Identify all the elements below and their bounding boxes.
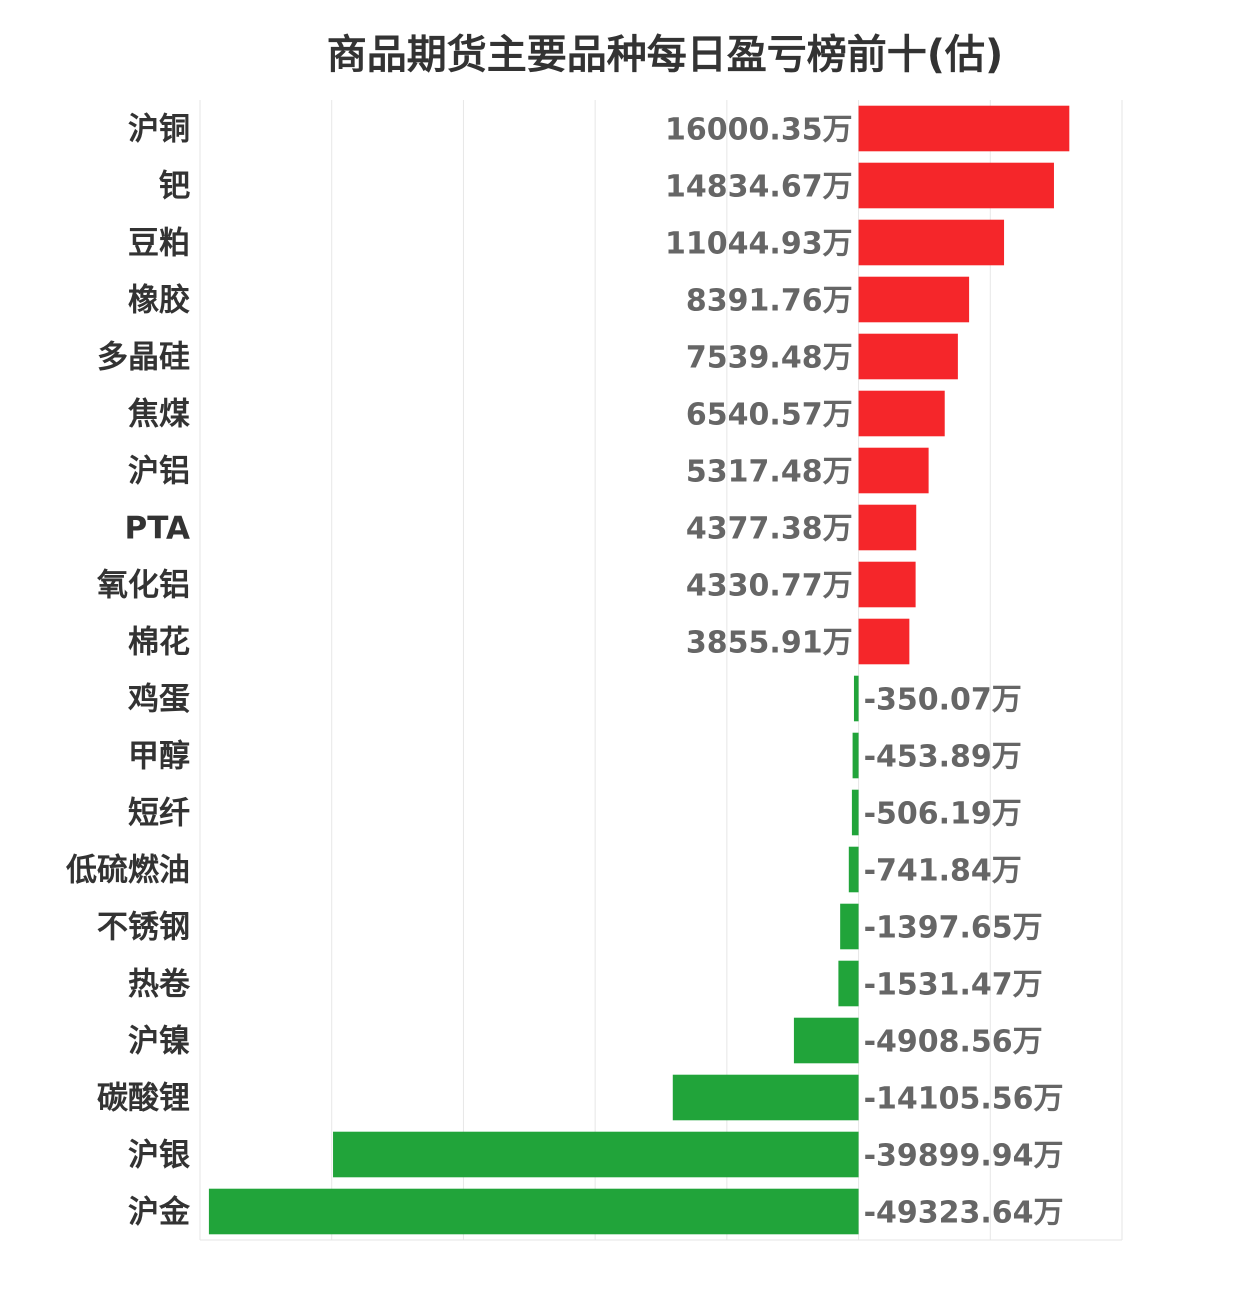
category-label: 热卷 (128, 967, 191, 1003)
category-label: 氧化铝 (97, 568, 190, 604)
bar-15 (838, 960, 859, 1007)
bar-9 (858, 618, 910, 665)
bar-5 (858, 390, 945, 437)
bar-3 (858, 276, 970, 323)
category-label: 沪金 (128, 1195, 191, 1231)
bar-18 (333, 1131, 859, 1178)
bar-17 (672, 1074, 859, 1121)
value-label: -4908.56万 (864, 1025, 1043, 1060)
category-label: 焦煤 (128, 397, 190, 433)
bar-16 (793, 1017, 859, 1064)
value-label: 11044.93万 (665, 227, 853, 262)
value-label: -14105.56万 (864, 1082, 1064, 1117)
category-label: 沪铝 (128, 454, 190, 490)
value-label: -39899.94万 (864, 1139, 1064, 1174)
bar-14 (840, 903, 859, 950)
category-label: PTA (125, 511, 190, 547)
value-label: 8391.76万 (686, 284, 853, 319)
bar-7 (858, 504, 917, 551)
category-label: 不锈钢 (97, 910, 190, 946)
category-label: 甲醇 (128, 739, 190, 775)
chart-title: 商品期货主要品种每日盈亏榜前十(估) (326, 32, 1004, 78)
value-label: -49323.64万 (864, 1196, 1064, 1231)
bar-8 (858, 561, 916, 608)
gridlines (199, 100, 1123, 1241)
bar-1 (858, 162, 1054, 209)
value-label: 4330.77万 (686, 569, 853, 604)
value-label: -506.19万 (864, 797, 1022, 832)
value-label: -453.89万 (864, 740, 1022, 775)
category-label: 多晶硅 (97, 340, 190, 376)
bar-2 (858, 219, 1005, 266)
category-label: 棉花 (128, 625, 190, 661)
bar-13 (848, 846, 859, 893)
category-label: 鸡蛋 (127, 682, 190, 718)
bar-6 (858, 447, 929, 494)
bars (208, 105, 1070, 1235)
category-label: 沪铜 (128, 112, 190, 148)
value-label: 4377.38万 (686, 512, 853, 547)
bar-19 (208, 1188, 859, 1235)
bar-4 (858, 333, 958, 380)
value-label: -350.07万 (864, 683, 1022, 718)
value-label: -1531.47万 (864, 968, 1043, 1003)
category-label: 沪镍 (128, 1024, 190, 1060)
bar-11 (852, 732, 859, 779)
category-label: 低硫燃油 (65, 853, 190, 889)
category-label: 橡胶 (128, 283, 190, 319)
bar-10 (853, 675, 859, 722)
category-label: 碳酸锂 (97, 1081, 190, 1117)
value-label: 3855.91万 (686, 626, 853, 661)
bar-0 (858, 105, 1070, 152)
category-label: 沪银 (128, 1138, 190, 1174)
value-label: 14834.67万 (665, 170, 853, 205)
value-label: 16000.35万 (665, 113, 853, 148)
value-label: 7539.48万 (686, 341, 853, 376)
bar-12 (851, 789, 859, 836)
value-label: 5317.48万 (686, 455, 853, 490)
category-label: 钯 (159, 169, 190, 205)
value-label: -1397.65万 (864, 911, 1043, 946)
value-label: 6540.57万 (686, 398, 853, 433)
category-label: 豆粕 (128, 226, 190, 262)
value-label: -741.84万 (864, 854, 1022, 889)
category-label: 短纤 (128, 796, 190, 832)
